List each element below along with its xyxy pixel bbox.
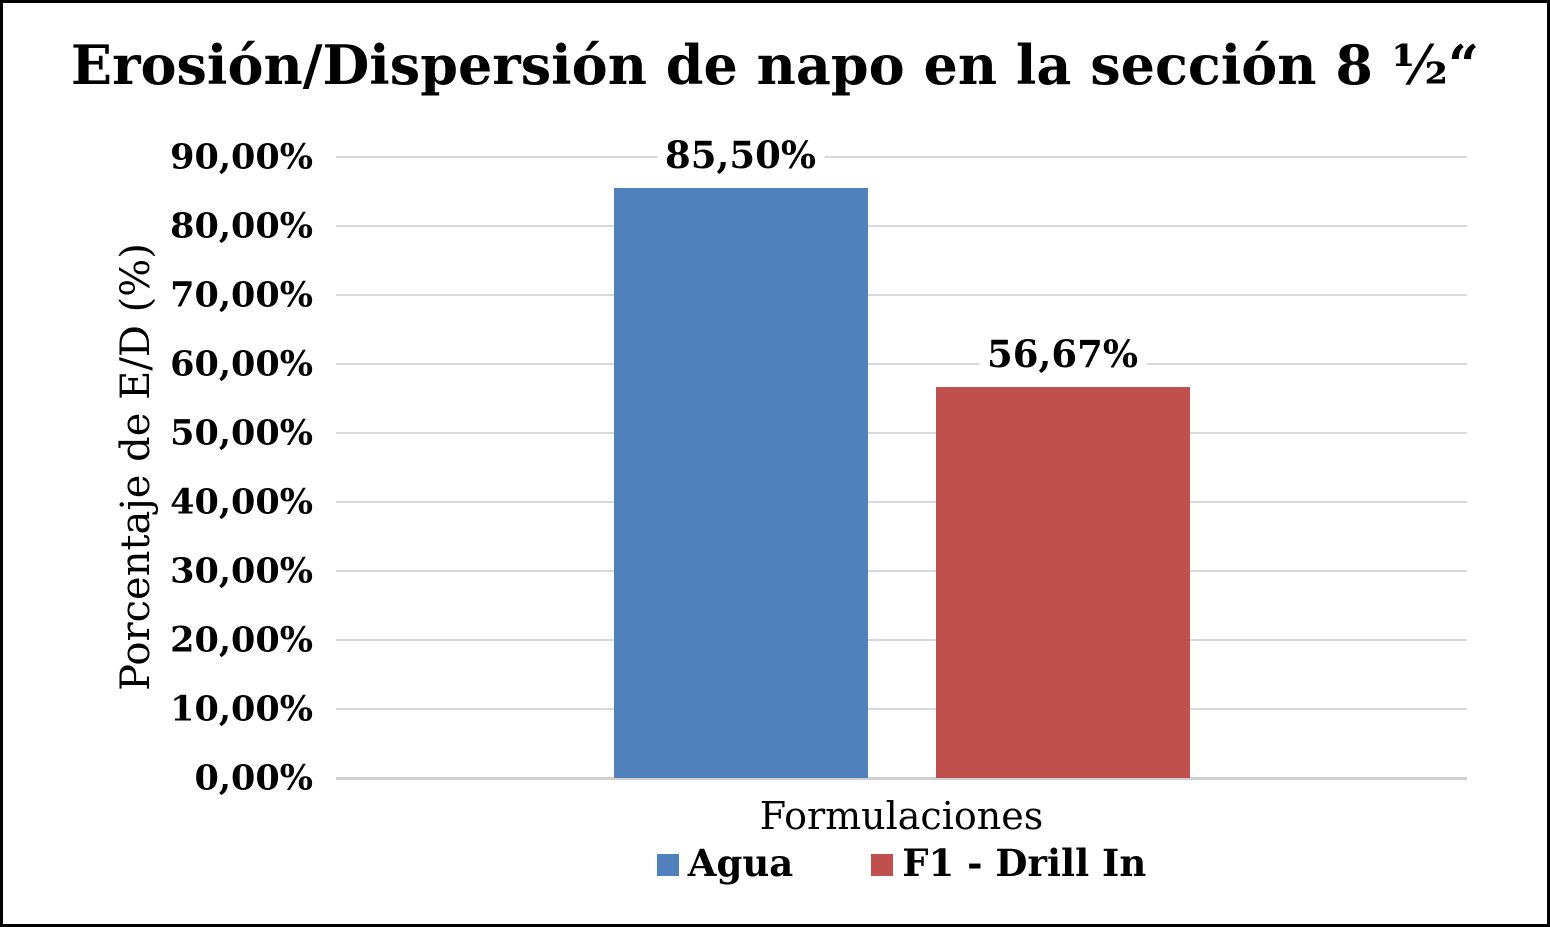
bar-value-label-agua: 85,50%: [656, 135, 825, 177]
legend-swatch-icon: [656, 853, 679, 876]
gridline: [336, 156, 1467, 158]
y-tick-label: 70,00%: [170, 274, 313, 316]
x-axis-line: [336, 777, 1467, 780]
y-tick-label: 80,00%: [170, 205, 313, 247]
gridline: [336, 432, 1467, 434]
plot-area: 85,50% 56,67%: [336, 135, 1467, 780]
legend-label: F1 - Drill In: [902, 841, 1147, 885]
bar-f1-drill-in: [935, 386, 1190, 778]
bar-agua: [613, 188, 868, 778]
legend: Agua F1 - Drill In: [336, 841, 1467, 885]
bar-value-label-f1-drill-in: 56,67%: [978, 333, 1147, 375]
x-axis-title: Formulaciones: [759, 794, 1044, 838]
gridline: [336, 225, 1467, 227]
gridline: [336, 501, 1467, 503]
chart-title: Erosión/Dispersión de napo en la sección…: [70, 33, 1480, 97]
gridline: [336, 639, 1467, 641]
y-tick-label: 30,00%: [170, 550, 313, 592]
y-tick-label: 50,00%: [170, 412, 313, 454]
legend-label: Agua: [687, 841, 794, 885]
y-tick-label: 20,00%: [170, 619, 313, 661]
y-tick-label: 60,00%: [170, 343, 313, 385]
y-tick-label: 10,00%: [170, 688, 313, 730]
y-axis-tick-labels: 0,00% 10,00% 20,00% 30,00% 40,00% 50,00% 60,00…: [3, 140, 313, 796]
gridline: [336, 708, 1467, 710]
y-tick-label: 40,00%: [170, 481, 313, 523]
gridline: [336, 363, 1467, 365]
legend-swatch-icon: [871, 853, 894, 876]
legend-item-agua: Agua: [656, 841, 794, 885]
y-tick-label: 90,00%: [170, 136, 313, 178]
legend-item-f1-drill-in: F1 - Drill In: [871, 841, 1146, 885]
y-tick-label: 0,00%: [194, 757, 313, 799]
gridline: [336, 570, 1467, 572]
gridline: [336, 294, 1467, 296]
